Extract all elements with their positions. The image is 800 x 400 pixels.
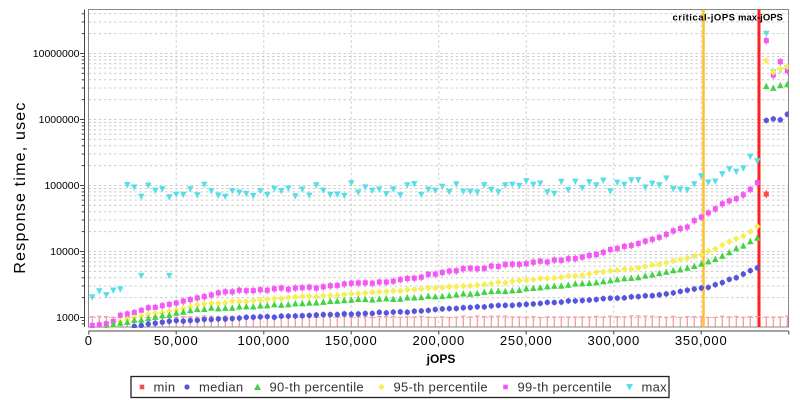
svg-text:100,000: 100,000 (238, 333, 291, 348)
svg-text:150,000: 150,000 (325, 333, 378, 348)
svg-text:10000: 10000 (50, 246, 79, 258)
svg-text:300,000: 300,000 (588, 333, 641, 348)
svg-text:50,000: 50,000 (154, 333, 199, 348)
svg-text:max-jOPS: max-jOPS (738, 13, 783, 24)
svg-text:100000: 100000 (44, 180, 79, 192)
svg-text:95-th percentile: 95-th percentile (394, 380, 488, 395)
svg-text:350,000: 350,000 (675, 333, 728, 348)
svg-text:250,000: 250,000 (500, 333, 553, 348)
svg-text:10000000: 10000000 (33, 48, 80, 60)
svg-text:jOPS: jOPS (426, 352, 456, 366)
svg-text:200,000: 200,000 (413, 333, 466, 348)
svg-text:critical-jOPS: critical-jOPS (673, 13, 736, 24)
svg-text:99-th percentile: 99-th percentile (518, 380, 612, 395)
svg-text:median: median (199, 380, 243, 395)
svg-text:0: 0 (85, 333, 93, 348)
svg-text:1000: 1000 (56, 312, 80, 324)
svg-text:1000000: 1000000 (39, 114, 80, 126)
svg-text:90-th percentile: 90-th percentile (270, 380, 364, 395)
svg-text:Response time, usec: Response time, usec (12, 101, 29, 273)
svg-text:min: min (154, 380, 176, 395)
svg-text:max: max (642, 380, 668, 395)
